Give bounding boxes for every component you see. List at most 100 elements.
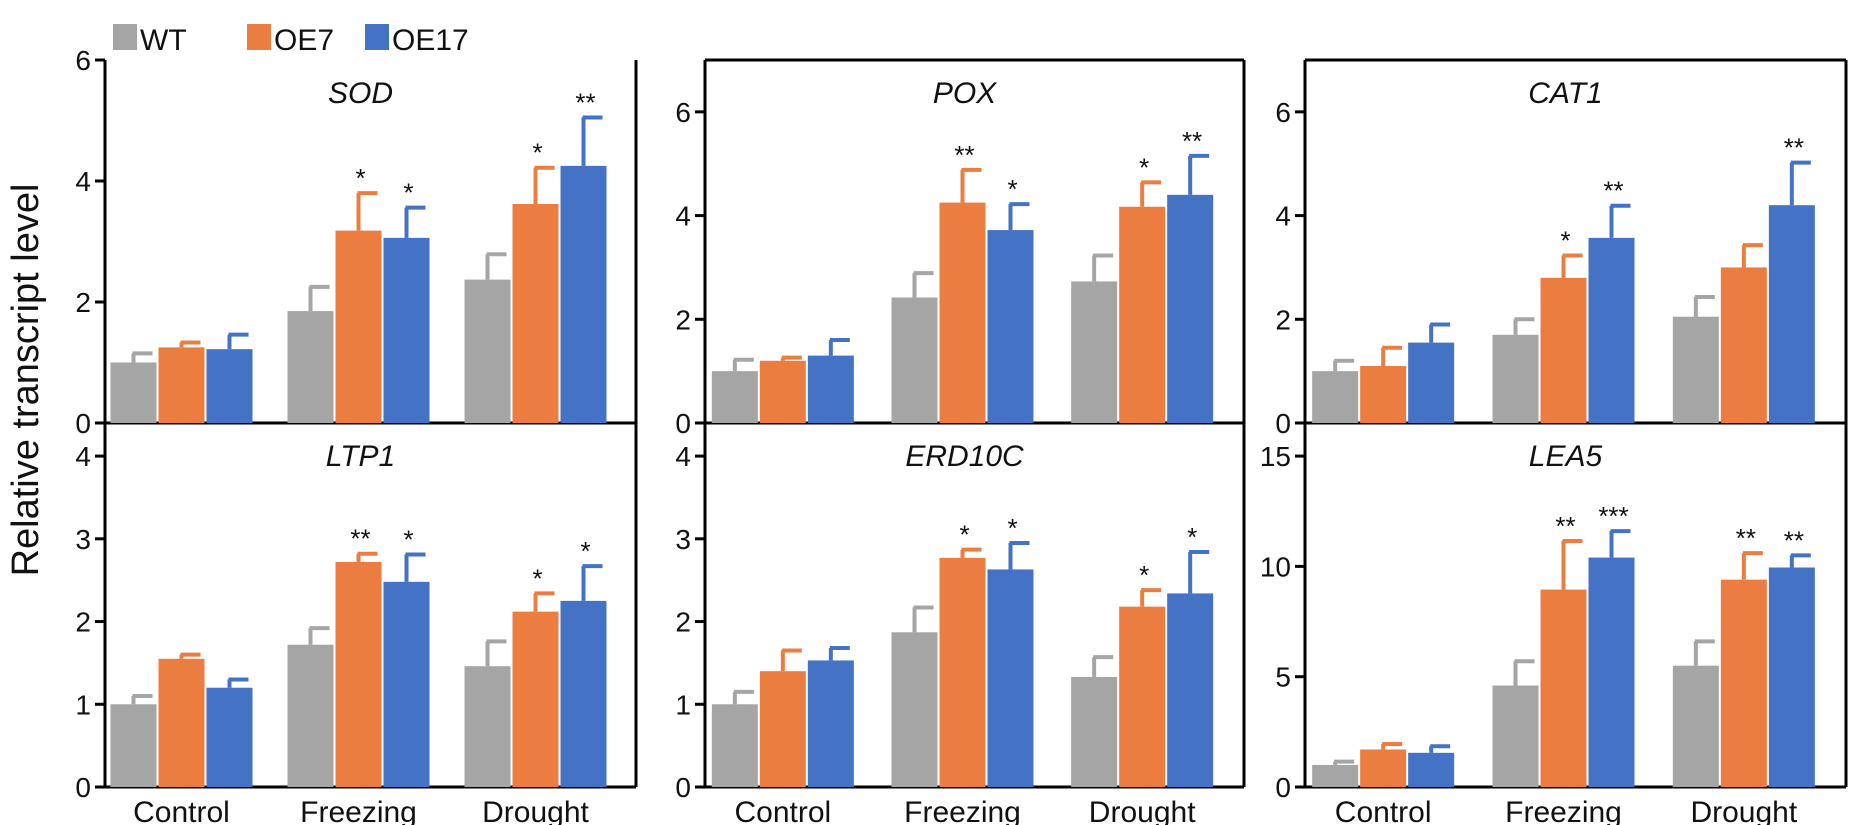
- x-tick-label: Control: [734, 796, 831, 825]
- bar-oe17: [1167, 194, 1214, 423]
- bar-wt: [711, 704, 758, 787]
- bar-oe17: [1768, 567, 1815, 787]
- legend-label-oe7: OE7: [274, 24, 334, 57]
- x-tick-label: Control: [133, 796, 230, 825]
- x-tick-label: Freezing: [300, 796, 417, 825]
- bar-oe7: [939, 557, 986, 787]
- y-tick-label: 4: [675, 441, 691, 472]
- panel-title: POX: [933, 77, 997, 110]
- legend-swatch-oe17: [365, 24, 389, 50]
- legend: WT OE7 OE17: [113, 24, 469, 57]
- bar-oe7: [759, 671, 806, 787]
- bar-wt: [110, 362, 157, 423]
- y-tick-label: 2: [1275, 304, 1291, 335]
- significance-mark: **: [1784, 133, 1804, 163]
- significance-mark: **: [954, 140, 974, 170]
- y-tick-label: 2: [675, 304, 691, 335]
- significance-mark: *: [532, 138, 542, 168]
- y-tick-label: 2: [675, 607, 691, 638]
- bar-oe17: [383, 237, 430, 423]
- legend-swatch-wt: [113, 24, 137, 50]
- bar-oe17: [1588, 237, 1635, 423]
- y-tick-label: 2: [75, 287, 91, 318]
- y-tick-label: 0: [75, 408, 91, 439]
- significance-mark: **: [350, 524, 370, 554]
- panel-title: CAT1: [1528, 77, 1602, 110]
- bar-oe7: [1720, 579, 1767, 787]
- panel-erd10c: 0 1 2 3 4 ERD10C Control * * Freezing * * Drought: [675, 423, 1246, 825]
- y-tick-label: 4: [75, 166, 91, 197]
- bar-wt: [464, 666, 511, 787]
- x-tick-label: Freezing: [904, 796, 1021, 825]
- significance-mark: *: [532, 563, 542, 593]
- bar-wt: [1312, 371, 1359, 423]
- significance-mark: ***: [1598, 501, 1628, 531]
- significance-mark: **: [1182, 126, 1202, 156]
- significance-mark: **: [1555, 511, 1575, 541]
- bar-wt: [891, 297, 938, 423]
- y-tick-label: 1: [675, 689, 691, 720]
- bar-wt: [1672, 665, 1719, 787]
- bar-wt: [464, 279, 511, 423]
- y-tick-label: 15: [1260, 441, 1291, 472]
- bar-oe7: [1720, 267, 1767, 423]
- bar-oe7: [512, 203, 559, 423]
- y-tick-label: 4: [75, 441, 91, 472]
- panel-title: LEA5: [1529, 440, 1603, 473]
- bar-oe17: [1588, 557, 1635, 787]
- legend-swatch-oe7: [247, 24, 271, 50]
- bar-wt: [1492, 334, 1539, 423]
- bar-oe7: [1540, 277, 1587, 423]
- significance-mark: *: [1139, 560, 1149, 590]
- significance-mark: *: [580, 536, 590, 566]
- x-tick-label: Control: [1335, 796, 1432, 825]
- bar-oe7: [158, 658, 205, 787]
- y-tick-label: 4: [1275, 201, 1291, 232]
- bar-oe7: [759, 360, 806, 423]
- y-tick-label: 0: [675, 772, 691, 803]
- bar-oe7: [1119, 606, 1166, 787]
- bar-oe7: [335, 230, 382, 423]
- significance-mark: *: [1007, 513, 1017, 543]
- bar-wt: [711, 371, 758, 423]
- bar-wt: [1492, 685, 1539, 787]
- bar-oe7: [1540, 589, 1587, 787]
- bar-oe7: [939, 202, 986, 423]
- y-tick-label: 0: [1275, 408, 1291, 439]
- y-tick-label: 5: [1275, 662, 1291, 693]
- significance-mark: *: [1560, 226, 1570, 256]
- y-tick-label: 0: [675, 408, 691, 439]
- y-tick-label: 6: [675, 97, 691, 128]
- bar-wt: [1312, 764, 1359, 787]
- significance-mark: *: [1007, 174, 1017, 204]
- y-tick-label: 0: [1275, 772, 1291, 803]
- bar-oe7: [1360, 365, 1407, 423]
- significance-mark: *: [355, 163, 365, 193]
- panel-title: ERD10C: [905, 440, 1024, 473]
- bar-oe17: [987, 230, 1034, 423]
- significance-mark: **: [575, 87, 595, 117]
- bar-oe17: [1768, 205, 1815, 423]
- bar-oe7: [512, 611, 559, 787]
- y-tick-label: 0: [75, 772, 91, 803]
- significance-mark: *: [959, 520, 969, 550]
- significance-mark: **: [1784, 525, 1804, 555]
- bar-oe17: [1167, 593, 1214, 787]
- bar-oe17: [560, 165, 607, 423]
- bar-oe17: [560, 600, 607, 787]
- bar-wt: [1672, 316, 1719, 423]
- y-tick-label: 3: [75, 524, 91, 555]
- bar-oe7: [1119, 206, 1166, 423]
- significance-mark: **: [1603, 176, 1623, 206]
- legend-label-wt: WT: [140, 24, 187, 57]
- x-tick-label: Drought: [482, 796, 589, 825]
- significance-mark: **: [1736, 523, 1756, 553]
- bar-wt: [1071, 281, 1118, 423]
- bar-oe17: [206, 687, 253, 787]
